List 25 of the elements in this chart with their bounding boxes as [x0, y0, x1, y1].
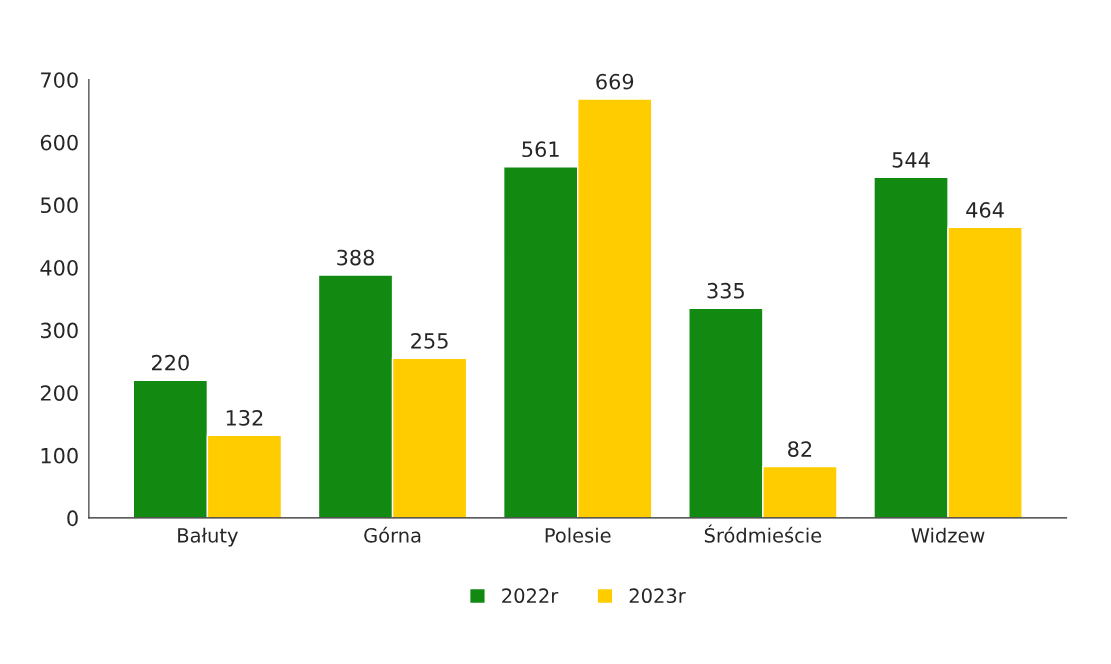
y-tick-label: 100 [41, 447, 78, 464]
data-label: 669 [596, 73, 634, 90]
y-tick-label: 500 [41, 197, 78, 214]
x-tick-label: Bałuty [178, 527, 238, 547]
y-tick-label: 700 [41, 72, 78, 88]
legend-label: 2023r [629, 588, 686, 604]
x-tick-label: Polesie [545, 527, 611, 543]
legend-label: 2022r [502, 588, 559, 604]
x-tick-label: Śródmieście [704, 524, 822, 543]
data-label: 132 [226, 409, 263, 426]
x-tick-label: Widzew [911, 527, 985, 543]
x-tick-label: Górna [364, 526, 421, 543]
data-label: 335 [707, 282, 744, 299]
data-label: 561 [522, 141, 559, 158]
data-label: 82 [788, 441, 812, 457]
y-tick-label: 600 [40, 134, 78, 151]
y-tick-label: 300 [40, 322, 78, 339]
data-label: 388 [337, 249, 374, 266]
data-label: 544 [892, 152, 930, 168]
y-tick-label: 400 [40, 259, 78, 276]
y-tick-label: 0 [67, 510, 78, 527]
data-label: 464 [966, 202, 1004, 218]
data-label: 255 [411, 332, 448, 349]
data-label: 220 [152, 354, 189, 371]
y-tick-label: 200 [40, 385, 78, 401]
